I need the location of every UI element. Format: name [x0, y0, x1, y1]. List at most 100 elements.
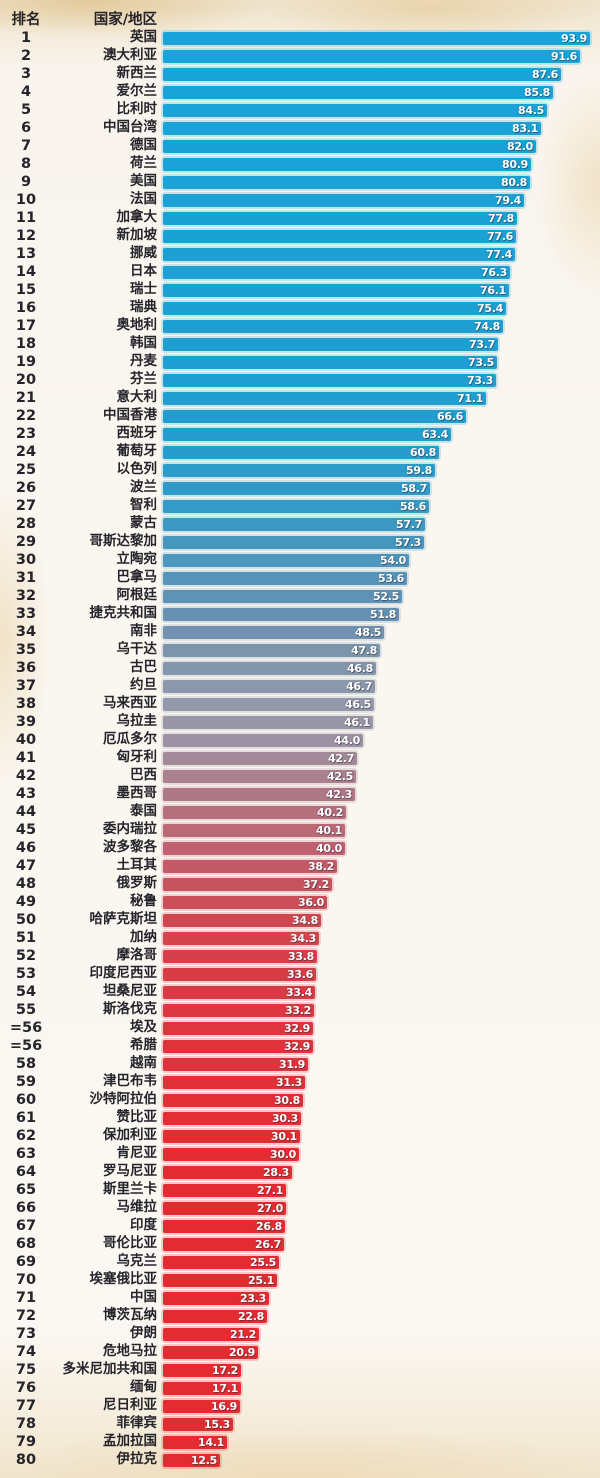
- value-bar: 27.0: [163, 1201, 286, 1215]
- value-bar: 63.4: [163, 427, 451, 441]
- bar-track: 77.4: [163, 247, 600, 261]
- rank-cell: 32: [15, 587, 37, 604]
- bar-track: 25.5: [163, 1255, 600, 1269]
- rank-cell: 29: [15, 533, 37, 550]
- value-label: 42.3: [326, 787, 352, 801]
- bar-track: 30.8: [163, 1093, 600, 1107]
- value-bar: 12.5: [163, 1453, 220, 1467]
- bar-track: 79.4: [163, 193, 600, 207]
- table-row: 37 约旦 46.7: [0, 677, 600, 695]
- value-label: 77.8: [488, 211, 514, 225]
- value-label: 15.3: [204, 1417, 230, 1431]
- value-label: 42.5: [327, 769, 353, 783]
- value-bar: 14.1: [163, 1435, 227, 1449]
- value-label: 33.4: [286, 985, 312, 999]
- value-bar: 58.7: [163, 481, 430, 495]
- value-label: 26.7: [255, 1237, 281, 1251]
- value-bar: 32.9: [163, 1039, 313, 1053]
- bar-track: 28.3: [163, 1165, 600, 1179]
- value-label: 37.2: [303, 877, 329, 891]
- bar-track: 33.4: [163, 985, 600, 999]
- bar-track: 38.2: [163, 859, 600, 873]
- table-row: 15 瑞士 76.1: [0, 281, 600, 299]
- country-name-cell: 津巴布韦: [103, 1073, 157, 1090]
- bar-track: 51.8: [163, 607, 600, 621]
- bar-track: 58.6: [163, 499, 600, 513]
- value-label: 27.1: [257, 1183, 283, 1197]
- bar-track: 17.2: [163, 1363, 600, 1377]
- table-row: 36 古巴 46.8: [0, 659, 600, 677]
- rank-cell: 59: [15, 1073, 37, 1090]
- rank-cell: 53: [15, 965, 37, 982]
- value-bar: 58.6: [163, 499, 429, 513]
- rank-cell: 72: [15, 1307, 37, 1324]
- value-bar: 52.5: [163, 589, 402, 603]
- bar-track: 32.9: [163, 1039, 600, 1053]
- value-bar: 26.7: [163, 1237, 284, 1251]
- rank-cell: 79: [15, 1433, 37, 1450]
- table-row: 48 俄罗斯 37.2: [0, 875, 600, 893]
- value-bar: 77.4: [163, 247, 515, 261]
- rank-cell: 62: [15, 1127, 37, 1144]
- country-name-cell: 加纳: [130, 929, 157, 946]
- table-row: 74 危地马拉 20.9: [0, 1343, 600, 1361]
- rank-cell: 6: [20, 119, 32, 136]
- value-label: 80.9: [502, 157, 528, 171]
- value-bar: 33.8: [163, 949, 317, 963]
- table-row: 16 瑞典 75.4: [0, 299, 600, 317]
- country-name-cell: 加拿大: [116, 209, 158, 226]
- table-row: 22 中国香港 66.6: [0, 407, 600, 425]
- country-name-cell: 荷兰: [130, 155, 157, 172]
- rank-cell: 31: [15, 569, 37, 586]
- table-row: 26 波兰 58.7: [0, 479, 600, 497]
- bar-track: 93.9: [163, 31, 600, 45]
- value-label: 46.5: [345, 697, 371, 711]
- country-name-cell: 菲律宾: [116, 1415, 158, 1432]
- country-name-cell: 法国: [130, 191, 157, 208]
- value-label: 58.6: [400, 499, 426, 513]
- country-name-cell: 博茨瓦纳: [103, 1307, 157, 1324]
- value-bar: 37.2: [163, 877, 332, 891]
- bar-track: 46.1: [163, 715, 600, 729]
- country-name-cell: 匈牙利: [116, 749, 158, 766]
- country-name-cell: 泰国: [130, 803, 157, 820]
- value-bar: 83.1: [163, 121, 541, 135]
- rank-cell: 27: [15, 497, 37, 514]
- rank-cell: 80: [15, 1451, 37, 1468]
- rank-cell: 49: [15, 893, 37, 910]
- table-row: 21 意大利 71.1: [0, 389, 600, 407]
- table-row: 35 乌干达 47.8: [0, 641, 600, 659]
- table-row: 8 荷兰 80.9: [0, 155, 600, 173]
- rank-cell: 76: [15, 1379, 37, 1396]
- country-name-cell: 立陶宛: [116, 551, 158, 568]
- table-row: 30 立陶宛 54.0: [0, 551, 600, 569]
- bar-track: 85.8: [163, 85, 600, 99]
- value-bar: 46.8: [163, 661, 376, 675]
- table-row: =56 埃及 32.9: [0, 1019, 600, 1037]
- value-label: 93.9: [561, 31, 587, 45]
- value-bar: 77.6: [163, 229, 516, 243]
- country-name-cell: 葡萄牙: [116, 443, 158, 460]
- table-row: =56 希腊 32.9: [0, 1037, 600, 1055]
- country-name-cell: 沙特阿拉伯: [89, 1091, 158, 1108]
- table-row: 66 马维拉 27.0: [0, 1199, 600, 1217]
- bar-track: 40.2: [163, 805, 600, 819]
- table-row: 71 中国 23.3: [0, 1289, 600, 1307]
- value-bar: 27.1: [163, 1183, 286, 1197]
- value-label: 84.5: [518, 103, 544, 117]
- value-bar: 16.9: [163, 1399, 240, 1413]
- value-bar: 59.8: [163, 463, 435, 477]
- value-bar: 28.3: [163, 1165, 292, 1179]
- value-bar: 77.8: [163, 211, 517, 225]
- bar-track: 76.1: [163, 283, 600, 297]
- table-row: 17 奥地利 74.8: [0, 317, 600, 335]
- value-bar: 74.8: [163, 319, 503, 333]
- country-name-cell: 智利: [130, 497, 157, 514]
- country-name-cell: 新西兰: [116, 65, 158, 82]
- country-name-cell: 意大利: [116, 389, 158, 406]
- rank-cell: 48: [15, 875, 37, 892]
- table-row: 25 以色列 59.8: [0, 461, 600, 479]
- rank-cell: 28: [15, 515, 37, 532]
- bar-track: 54.0: [163, 553, 600, 567]
